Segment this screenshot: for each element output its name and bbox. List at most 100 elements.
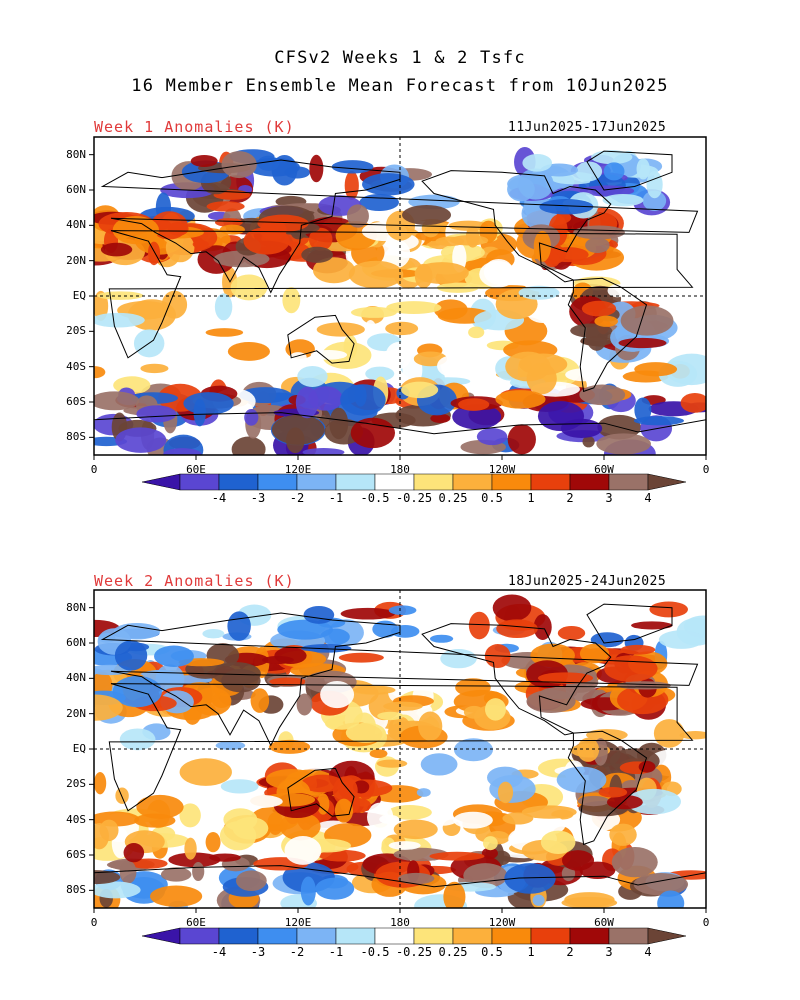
colorbar-low-triangle	[141, 927, 181, 945]
anomaly-blob	[221, 151, 257, 179]
anomaly-blob	[231, 436, 266, 455]
anomaly-blob	[334, 798, 354, 823]
anomaly-blob	[463, 705, 485, 719]
anomaly-blob	[214, 293, 233, 321]
colorbar-label: 2	[566, 945, 574, 959]
anomaly-blob	[532, 894, 545, 906]
colorbar-label: 0.25	[438, 945, 468, 959]
anomaly-blob	[297, 365, 328, 387]
anomaly-blob	[213, 250, 270, 268]
anomaly-blob	[214, 218, 243, 227]
colorbar-label: 4	[644, 945, 652, 959]
lon-label: 120W	[488, 916, 516, 929]
anomaly-blob	[620, 644, 656, 655]
anomaly-blob	[448, 220, 489, 231]
anomaly-blob	[579, 384, 626, 406]
sub-title: 16 Member Ensemble Mean Forecast from 10…	[131, 76, 669, 96]
panel-dates: 11Jun2025-17Jun2025	[508, 120, 667, 135]
anomaly-blob	[344, 170, 359, 201]
anomaly-blob	[453, 738, 494, 762]
anomaly-blob	[387, 805, 432, 820]
anomaly-blob	[379, 814, 400, 824]
anomaly-blob	[329, 407, 349, 440]
anomaly-blob	[556, 766, 607, 793]
panel-label: Week 1 Anomalies (K)	[94, 118, 295, 136]
colorbar-label: 3	[605, 945, 613, 959]
lat-label: 80S	[66, 430, 86, 444]
colorbar-label: -3	[250, 945, 266, 959]
anomaly-blob	[338, 652, 384, 663]
anomaly-blob	[376, 759, 408, 768]
lon-label: 0	[702, 916, 710, 929]
anomaly-blob	[136, 405, 177, 423]
colorbar-segment	[569, 473, 610, 491]
anomaly-blob	[220, 779, 259, 794]
anomaly-blob	[631, 621, 673, 630]
anomaly-blob	[398, 872, 435, 885]
anomaly-blob	[369, 749, 388, 759]
anomaly-blob	[402, 204, 451, 225]
anomaly-blob	[636, 158, 650, 180]
colorbar-label: -2	[289, 491, 305, 505]
anomaly-blob	[94, 391, 140, 411]
anomaly-blob	[492, 594, 532, 622]
colorbar-week1	[141, 473, 687, 491]
anomaly-blob	[582, 435, 595, 448]
colorbar-segment	[218, 927, 259, 945]
colorbar-label: 0.5	[481, 491, 503, 505]
anomaly-blob	[570, 323, 613, 338]
anomaly-blob	[150, 211, 188, 240]
lat-label: EQ	[72, 742, 86, 755]
anomaly-blob	[315, 877, 355, 900]
anomaly-blob	[386, 301, 442, 315]
anomaly-blob	[367, 802, 394, 832]
lon-label: 60E	[186, 463, 206, 476]
lon-label: 60E	[186, 916, 206, 929]
colorbar-label: -0.5	[360, 491, 390, 505]
anomaly-blob	[634, 397, 652, 423]
colorbar-segment	[374, 473, 415, 491]
anomaly-blob	[377, 711, 404, 721]
anomaly-blob	[594, 315, 618, 327]
anomaly-blob	[606, 794, 643, 810]
anomaly-blob	[348, 260, 404, 289]
anomaly-blob	[383, 701, 423, 711]
anomaly-blob	[522, 154, 553, 172]
anomaly-blob	[507, 424, 536, 455]
colorbar-label: -0.5	[360, 945, 390, 959]
colorbar-segment	[257, 473, 298, 491]
anomaly-blob	[179, 758, 232, 786]
anomaly-blob	[602, 194, 644, 207]
colorbar-segment	[491, 927, 532, 945]
lat-label: 60N	[66, 183, 86, 196]
anomaly-blob	[192, 862, 205, 882]
coastline	[287, 314, 355, 364]
anomaly-blob	[468, 326, 485, 339]
coastline	[100, 612, 699, 747]
colorbar-segment	[608, 927, 649, 945]
anomaly-blob	[227, 341, 270, 361]
anomaly-blob	[302, 447, 345, 455]
anomaly-blob	[136, 794, 184, 819]
anomaly-blob	[163, 448, 202, 455]
anomaly-blob	[381, 837, 396, 853]
lat-label: 60N	[66, 636, 86, 649]
anomaly-blob	[268, 739, 311, 754]
colorbar-segment	[179, 473, 220, 491]
colorbar-label: -1	[328, 945, 344, 959]
anomaly-blob	[161, 290, 188, 319]
anomaly-blob	[310, 349, 348, 360]
anomaly-blob	[154, 645, 194, 667]
colorbar-label: 0.5	[481, 945, 503, 959]
anomaly-blob	[526, 689, 576, 714]
coastline	[108, 230, 694, 359]
colorbar-segment	[413, 473, 454, 491]
lat-label: 40N	[66, 671, 86, 685]
colorbar-segment	[179, 927, 220, 945]
colorbar-label: 1	[527, 491, 535, 505]
anomaly-blob	[350, 417, 396, 449]
anomaly-blob	[346, 204, 369, 228]
anomaly-blob	[557, 625, 586, 641]
anomaly-blob	[604, 655, 658, 682]
coastline	[567, 277, 648, 393]
